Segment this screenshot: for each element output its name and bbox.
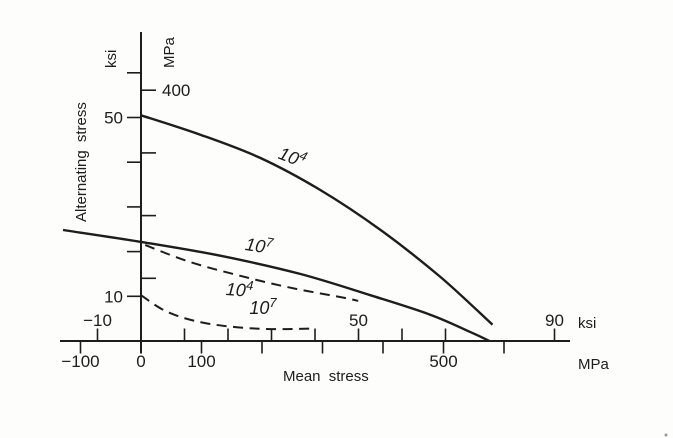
x-axis-mpa-tick-label: −100 (61, 352, 99, 371)
x-axis-unit-mpa: MPa (578, 356, 610, 373)
curve-life-10e4-dashed (144, 244, 359, 302)
y-axis-unit-mpa: MPa (161, 37, 178, 69)
y-axis-unit-ksi: ksi (103, 50, 120, 68)
axis-ticks: −10 50 90 −100 0 100 500 10 50 400 (61, 72, 564, 371)
curve-label-life-10e7-solid: 107 (244, 231, 275, 258)
x-axis-title: Mean stress (283, 368, 369, 385)
x-axis-mpa-tick-label: 500 (429, 352, 457, 371)
x-axis-ksi-tick-label: 90 (545, 311, 564, 330)
y-axis-ksi-tick-label: 50 (104, 109, 123, 128)
y-axis-mpa-tick-label: 400 (162, 81, 190, 100)
curve-life-10e7-dashed (140, 294, 314, 331)
curve-label-life-10e7-dashed: 107 (249, 295, 277, 318)
x-axis-mpa-tick-label: 0 (136, 352, 145, 371)
scan-artifact-dot (664, 433, 668, 437)
y-axis-ksi-tick-label: 10 (104, 287, 123, 306)
curve-life-10e4-solid (140, 114, 494, 326)
curve-life-10e7-solid (62, 228, 491, 343)
curves (62, 114, 494, 343)
x-axis-mpa-tick-label: 100 (187, 352, 215, 371)
x-axis-ksi-tick-label: −10 (83, 311, 112, 330)
x-axis-unit-ksi: ksi (578, 315, 596, 332)
x-axis-ksi-tick-label: 50 (349, 311, 368, 330)
y-axis-title: Alternating stress (73, 102, 90, 222)
curve-label-life-10e4-dashed: 104 (225, 276, 254, 301)
